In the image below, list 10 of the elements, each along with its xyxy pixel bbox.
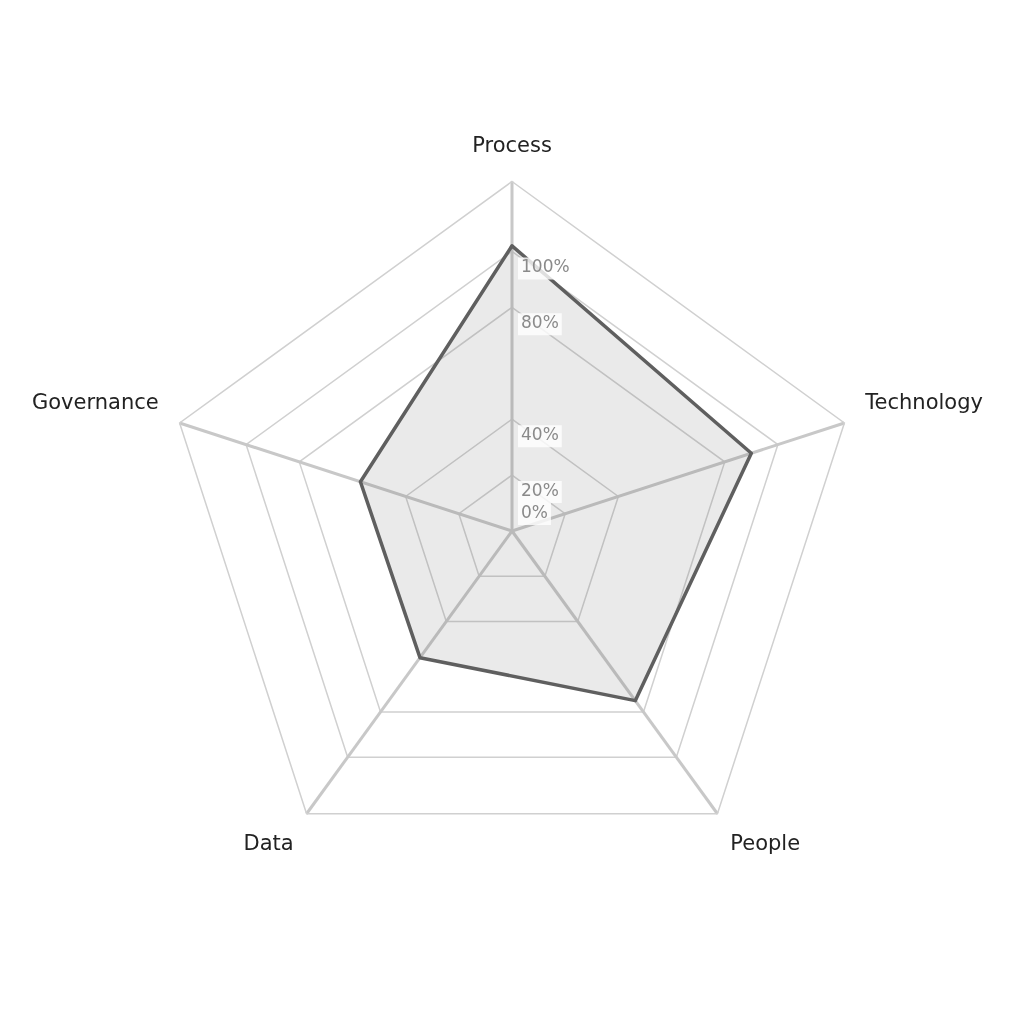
y-tick-label: 100% (521, 256, 570, 277)
spoke-label: Technology (864, 390, 983, 415)
spoke-label: Data (243, 830, 294, 855)
y-tick-label: 20% (521, 480, 559, 500)
spoke-label: Governance (32, 390, 159, 415)
spoke-label: People (730, 830, 801, 855)
spoke-label: Process (472, 133, 552, 158)
y-tick-label: 40% (521, 424, 559, 445)
y-tick-label: 0% (521, 501, 548, 522)
y-tick-label: 80% (521, 312, 559, 333)
